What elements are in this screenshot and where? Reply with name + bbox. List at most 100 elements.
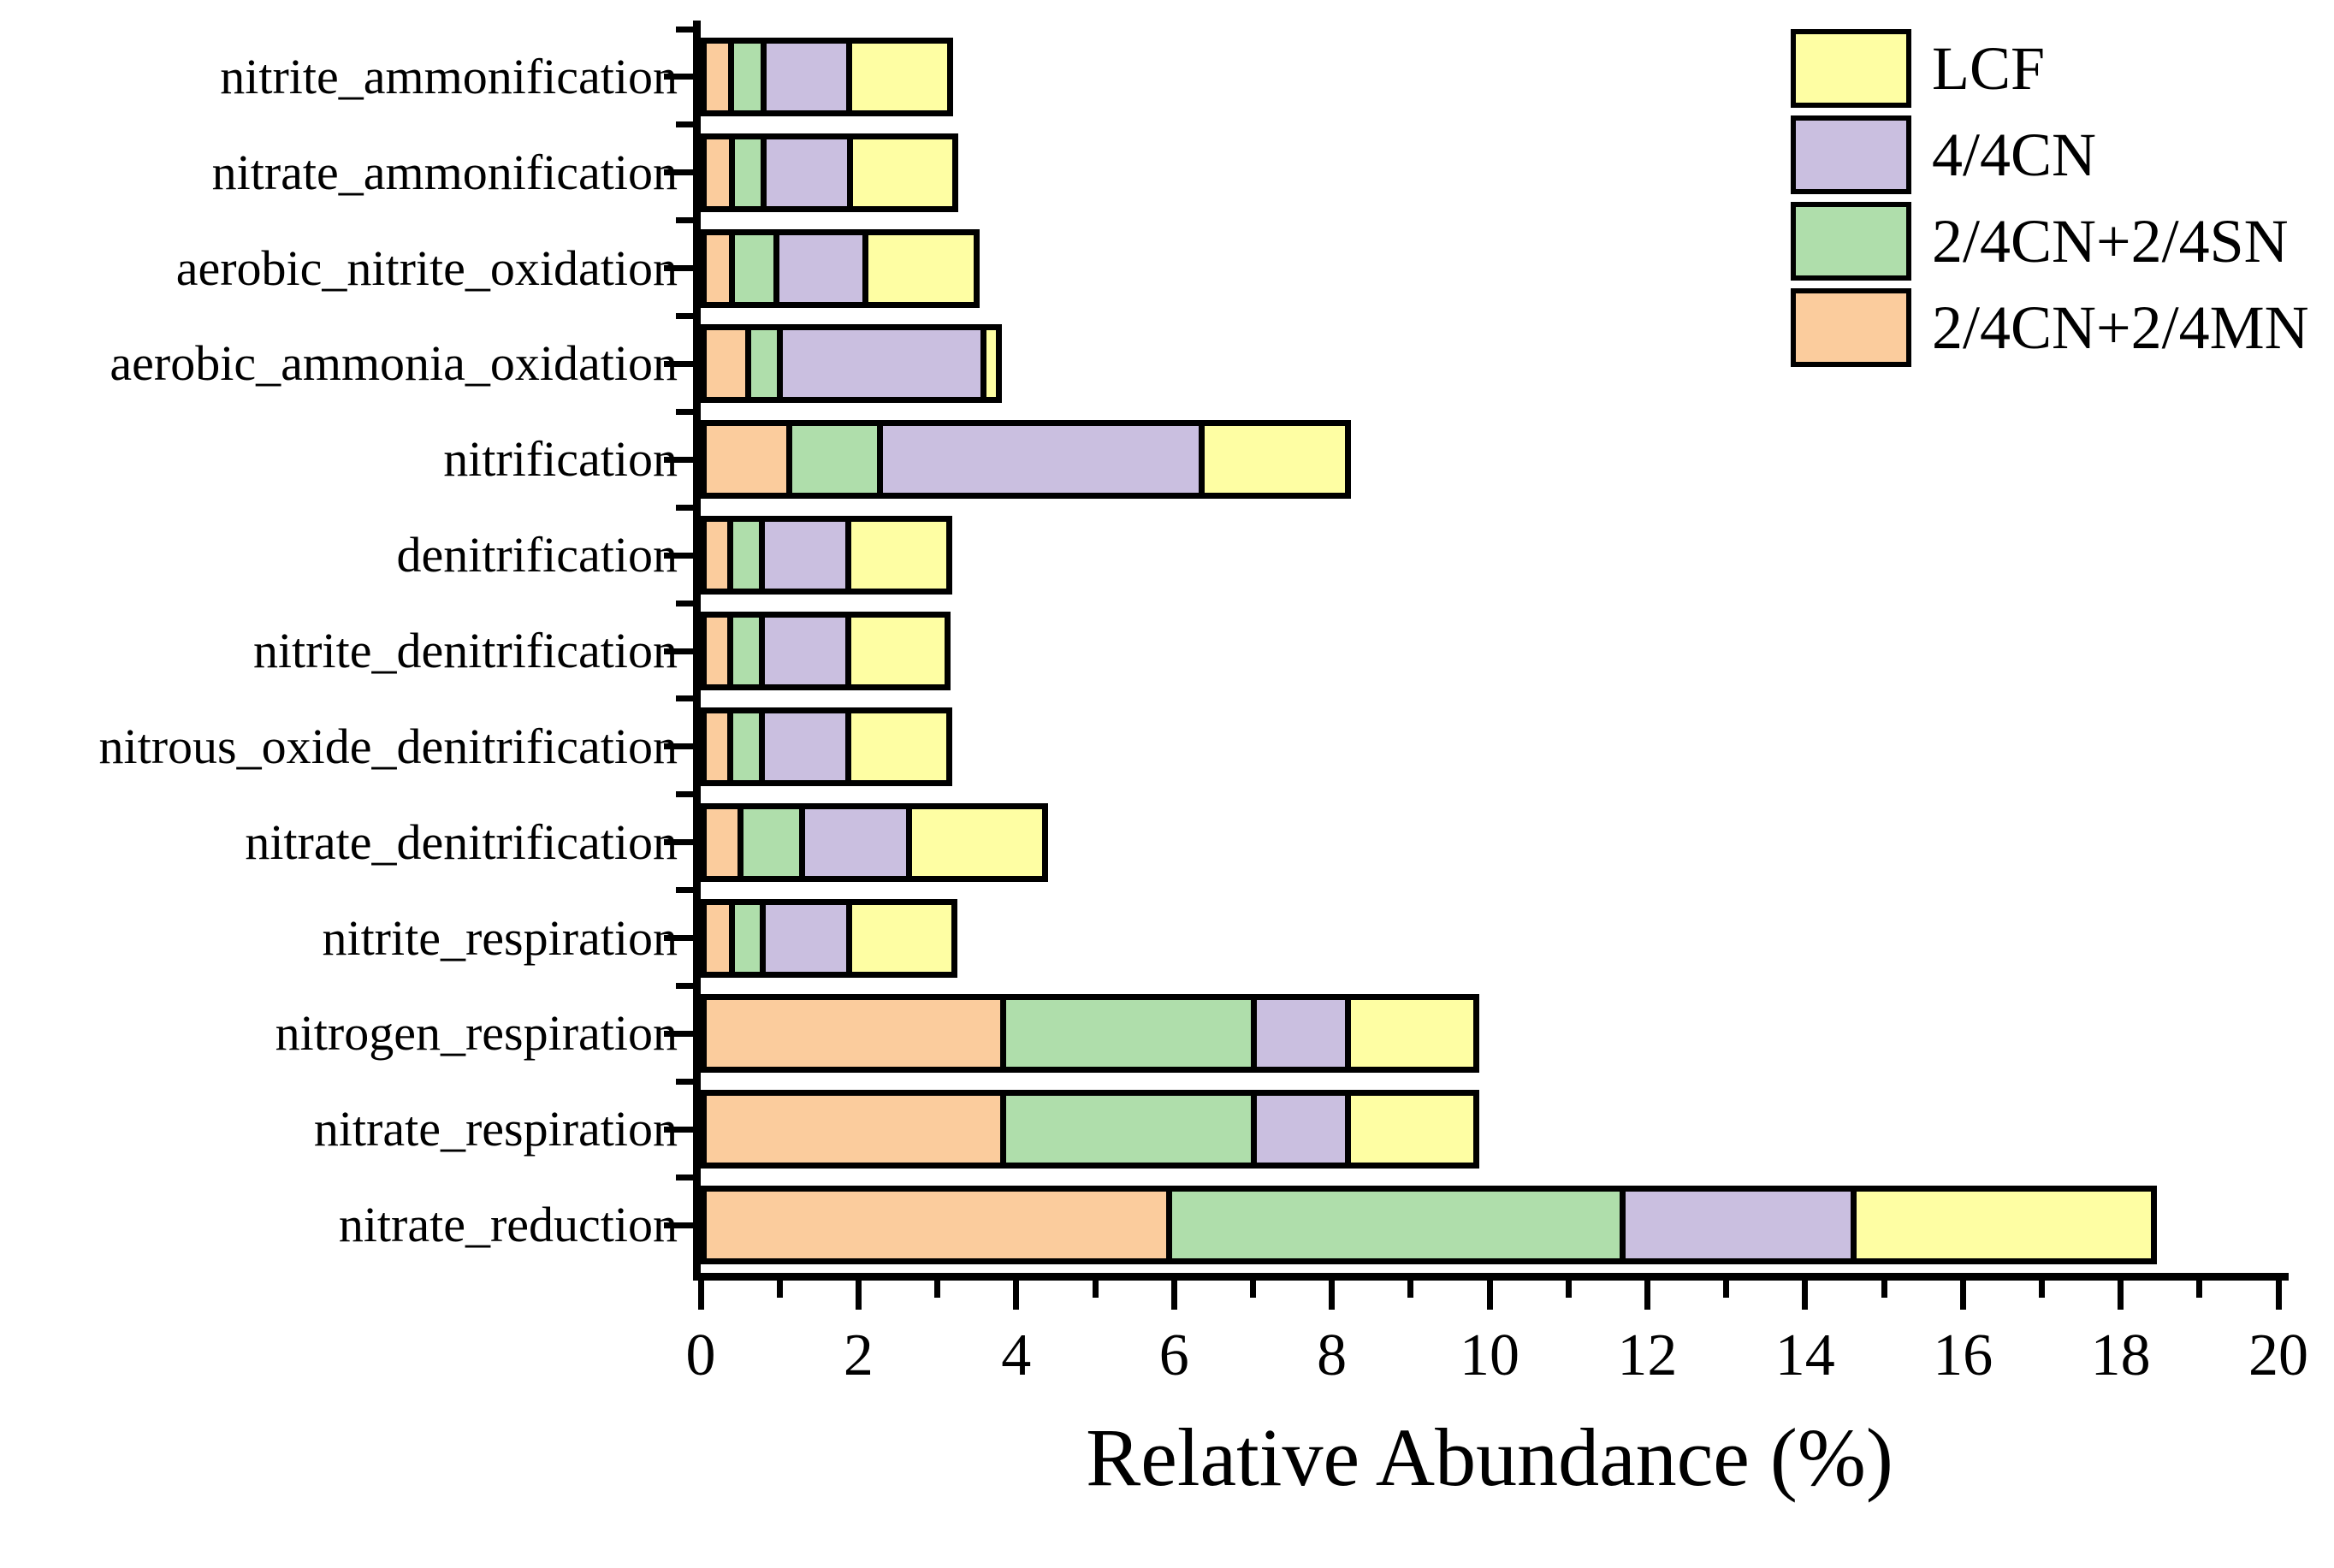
bar-segment-4/4CN xyxy=(782,330,986,398)
y-major-tick xyxy=(664,169,693,176)
x-tick-label: 4 xyxy=(1001,1322,1032,1388)
bar-segment-4/4CN xyxy=(765,713,852,780)
x-tick-label: 16 xyxy=(1933,1322,1993,1388)
y-major-tick xyxy=(664,1030,693,1037)
category-label: nitrogen_respiration xyxy=(275,1005,678,1062)
y-minor-tick xyxy=(676,313,693,320)
x-tick-label: 8 xyxy=(1317,1322,1348,1388)
bar-segment-2/4CN+2/4MN xyxy=(707,522,733,589)
y-minor-tick xyxy=(676,1174,693,1180)
x-tick-label: 6 xyxy=(1158,1322,1189,1388)
category-label: nitrate_denitrification xyxy=(245,814,678,870)
legend-swatch-4/4CN xyxy=(1791,115,1911,194)
bar-segment-2/4CN+2/4SN xyxy=(791,426,884,494)
category-label: nitrate_respiration xyxy=(313,1101,678,1157)
x-axis-line xyxy=(693,1273,2289,1281)
category-label: nitrite_respiration xyxy=(322,909,678,966)
bar-segment-2/4CN+2/4MN xyxy=(707,1000,1007,1068)
y-minor-tick xyxy=(676,791,693,798)
bar-segment-LCF xyxy=(1351,1096,1473,1163)
y-axis-line xyxy=(693,21,701,1281)
y-major-tick xyxy=(664,839,693,846)
x-major-tick xyxy=(1170,1281,1177,1310)
bar-segment-LCF xyxy=(851,522,947,589)
x-major-tick xyxy=(1644,1281,1650,1310)
category-label: nitrite_denitrification xyxy=(252,623,678,678)
legend-row: LCF xyxy=(1791,29,2309,108)
category-label: nitrous_oxide_denitrification xyxy=(98,718,678,774)
bar-nitrite_respiration xyxy=(701,898,957,978)
bar-segment-LCF xyxy=(852,43,947,110)
x-tick-label: 18 xyxy=(2090,1322,2151,1388)
x-axis-title: Relative Abundance (%) xyxy=(1086,1411,1893,1503)
x-minor-tick xyxy=(934,1281,941,1298)
bar-segment-LCF xyxy=(1351,1000,1473,1068)
y-major-tick xyxy=(664,1222,693,1228)
legend-row: 4/4CN xyxy=(1791,115,2309,194)
category-label: aerobic_nitrite_oxidation xyxy=(175,240,678,296)
x-minor-tick xyxy=(1881,1281,1887,1298)
y-major-tick xyxy=(664,743,693,750)
bar-segment-2/4CN+2/4MN xyxy=(707,330,752,398)
category-label: denitrification xyxy=(396,527,678,583)
y-minor-tick xyxy=(676,1078,693,1085)
x-major-tick xyxy=(1959,1281,1966,1310)
bar-segment-LCF xyxy=(851,713,947,780)
x-minor-tick xyxy=(1565,1281,1572,1298)
bar-segment-2/4CN+2/4SN xyxy=(1172,1192,1626,1259)
x-tick-label: 20 xyxy=(2248,1322,2308,1388)
x-major-tick xyxy=(855,1281,862,1310)
legend-label: 4/4CN xyxy=(1932,121,2097,189)
bar-segment-2/4CN+2/4SN xyxy=(732,713,766,780)
y-minor-tick xyxy=(676,504,693,511)
x-minor-tick xyxy=(1723,1281,1730,1298)
x-major-tick xyxy=(2275,1281,2282,1310)
bar-segment-2/4CN+2/4MN xyxy=(707,426,792,494)
bar-segment-LCF xyxy=(851,618,945,684)
y-minor-tick xyxy=(676,26,693,33)
legend-label: 2/4CN+2/4MN xyxy=(1932,293,2309,362)
bar-segment-4/4CN xyxy=(766,904,852,972)
bar-segment-LCF xyxy=(986,330,997,398)
category-label: nitrate_reduction xyxy=(338,1197,678,1253)
bar-segment-LCF xyxy=(868,234,974,302)
bar-segment-4/4CN xyxy=(767,43,853,110)
bar-segment-LCF xyxy=(853,139,952,206)
y-minor-tick xyxy=(676,217,693,224)
bar-segment-4/4CN xyxy=(883,426,1205,494)
bar-segment-2/4CN+2/4MN xyxy=(707,618,733,684)
y-minor-tick xyxy=(676,887,693,894)
bar-segment-2/4CN+2/4MN xyxy=(707,1096,1007,1163)
bar-segment-4/4CN xyxy=(767,139,854,206)
y-major-tick xyxy=(664,74,693,80)
bar-denitrification xyxy=(701,516,953,595)
x-tick-label: 10 xyxy=(1460,1322,1519,1388)
x-tick-label: 2 xyxy=(843,1322,874,1388)
bar-nitrification xyxy=(701,420,1351,500)
x-major-tick xyxy=(1329,1281,1336,1310)
legend-row: 2/4CN+2/4SN xyxy=(1791,202,2309,281)
bar-segment-2/4CN+2/4SN xyxy=(734,43,767,110)
bar-nitrite_ammonification xyxy=(701,37,954,116)
x-minor-tick xyxy=(1092,1281,1099,1298)
bar-segment-2/4CN+2/4MN xyxy=(707,43,735,110)
bar-nitrate_denitrification xyxy=(701,802,1048,882)
x-minor-tick xyxy=(776,1281,783,1298)
x-minor-tick xyxy=(1249,1281,1256,1298)
bar-segment-4/4CN xyxy=(765,522,852,589)
y-major-tick xyxy=(664,1126,693,1133)
y-minor-tick xyxy=(676,121,693,128)
bar-segment-2/4CN+2/4MN xyxy=(707,808,743,876)
bar-segment-LCF xyxy=(1857,1192,2151,1259)
bar-nitrate_ammonification xyxy=(701,133,958,212)
bar-segment-2/4CN+2/4MN xyxy=(707,139,735,206)
category-label: aerobic_ammonia_oxidation xyxy=(110,335,678,392)
bar-nitrate_reduction xyxy=(701,1186,2157,1265)
bar-segment-4/4CN xyxy=(765,618,852,684)
legend-swatch-2/4CN+2/4MN xyxy=(1791,288,1911,367)
legend-row: 2/4CN+2/4MN xyxy=(1791,288,2309,367)
bar-segment-4/4CN xyxy=(1256,1096,1352,1163)
x-tick-label: 0 xyxy=(685,1322,716,1388)
y-minor-tick xyxy=(676,695,693,702)
x-major-tick xyxy=(697,1281,704,1310)
